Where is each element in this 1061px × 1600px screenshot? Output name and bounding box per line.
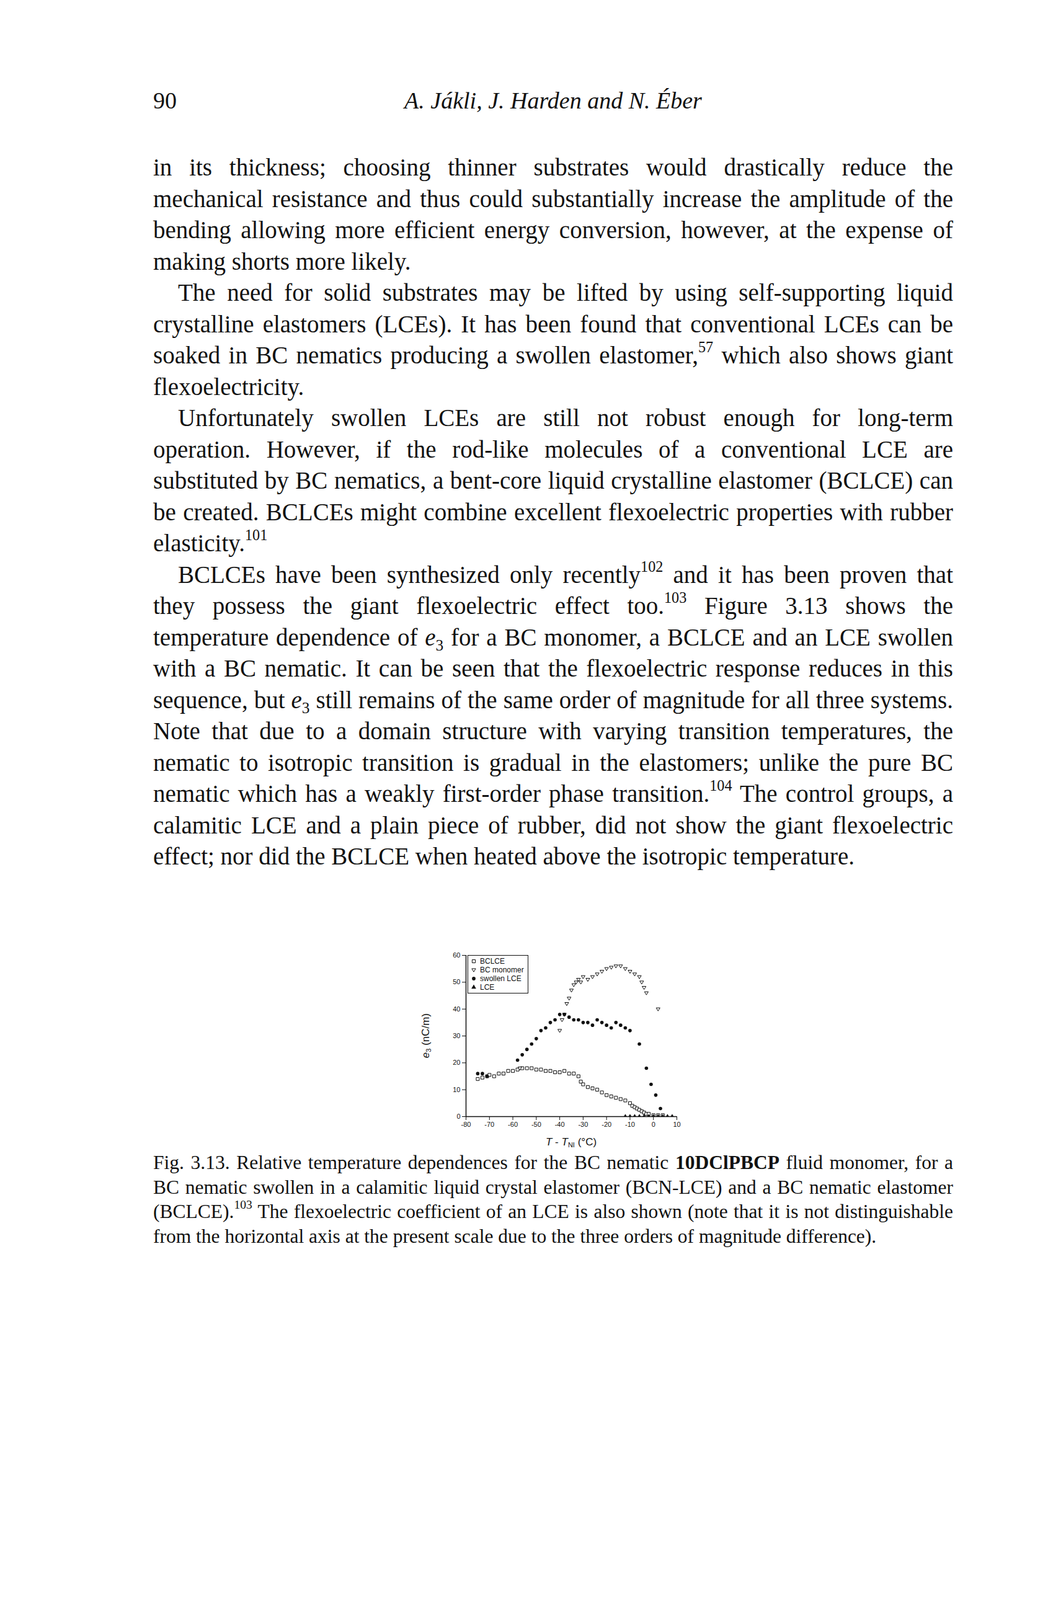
html-text:T - TNI(°C): T - TNI(°C) [545, 1136, 597, 1149]
html-text:The need for solid substrates: The need for solid substrates may be lif… [153, 279, 954, 400]
svg-text:-40: -40 [554, 1120, 565, 1128]
html-text:A. Jákli, J. Harden and N. Ébe: A. Jákli, J. Harden and N. Éber [404, 87, 702, 114]
svg-text:10: 10 [452, 1085, 461, 1094]
svg-text:50: 50 [452, 977, 461, 986]
svg-text:40: 40 [452, 1005, 461, 1013]
html-text:3: 3 [425, 1048, 433, 1053]
svg-text:10: 10 [672, 1120, 681, 1128]
html-text:in its thickness; choosing thi: in its thickness; choosing thinner subst… [153, 153, 954, 275]
html-text:e: e [419, 1052, 432, 1058]
svg-text:-20: -20 [601, 1120, 612, 1128]
html-text:(nC/m): (nC/m) [419, 1013, 432, 1049]
html-text:BCLCEs have been synthesized o: BCLCEs have been synthesized only recent… [153, 557, 954, 870]
svg-text:-50: -50 [531, 1120, 542, 1128]
svg-text:-70: -70 [484, 1120, 495, 1128]
html-text:Fig. 3.13. Relative temperatur: Fig. 3.13. Relative temperature dependen… [153, 1151, 954, 1247]
html-text:BC monomer: BC monomer [479, 965, 524, 975]
svg-text:-30: -30 [577, 1120, 588, 1128]
svg-text:20: 20 [452, 1058, 461, 1066]
html-text:90: 90 [153, 87, 177, 114]
svg-text:-80: -80 [461, 1120, 472, 1128]
html-text:swollen LCE: swollen LCE [479, 974, 522, 983]
svg-text:60: 60 [452, 951, 461, 959]
svg-text:30: 30 [452, 1031, 461, 1040]
html-text:LCE: LCE [479, 982, 495, 992]
html-text:Unfortunately swollen LCEs are: Unfortunately swollen LCEs are still not… [153, 404, 954, 557]
html-text:BCLCE: BCLCE [479, 956, 505, 966]
svg-text:-60: -60 [507, 1120, 518, 1128]
svg-text:0: 0 [456, 1112, 461, 1120]
svg-text:0: 0 [651, 1120, 656, 1128]
svg-text:-10: -10 [625, 1120, 635, 1128]
